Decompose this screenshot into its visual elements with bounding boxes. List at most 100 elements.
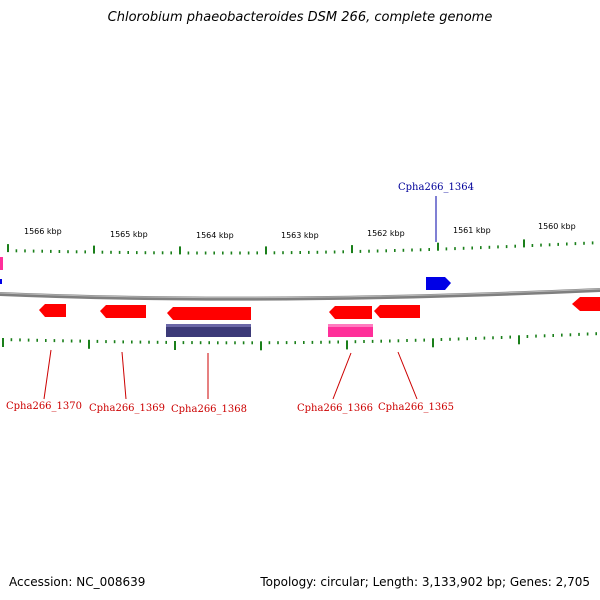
feature-pink-1366[interactable] [328, 324, 373, 337]
minor-tick [110, 250, 112, 254]
minor-tick [394, 249, 396, 252]
minor-tick [552, 334, 554, 337]
minor-tick [230, 251, 233, 255]
minor-tick [239, 251, 241, 255]
minor-tick [371, 339, 374, 343]
minor-tick [136, 251, 138, 255]
minor-tick [75, 250, 78, 254]
outer-tick-track [7, 239, 594, 255]
leader-line-cpha266-1365 [397, 351, 418, 400]
minor-tick [462, 246, 465, 250]
minor-tick [144, 251, 147, 255]
minor-tick [428, 248, 430, 251]
genome-summary-text: Topology: circular; Length: 3,133,902 bp… [260, 575, 590, 589]
minor-tick [311, 340, 314, 344]
minor-tick [131, 340, 133, 344]
minor-tick [402, 248, 405, 252]
minor-tick [127, 251, 129, 254]
scale-label: 1560 kbp [538, 222, 576, 231]
minor-tick [440, 338, 443, 341]
gene-label-cpha266-1369[interactable]: Cpha266_1369 [89, 403, 165, 414]
minor-tick [419, 248, 422, 252]
major-tick [432, 338, 434, 348]
minor-tick [27, 338, 30, 342]
gene-cpha266-1370[interactable] [39, 304, 66, 317]
minor-tick [566, 242, 568, 246]
minor-tick [595, 332, 597, 336]
scale-label: 1563 kbp [281, 231, 319, 240]
major-tick [88, 339, 90, 349]
leader-line-cpha266-1366 [332, 352, 352, 400]
gene-label-cpha266-1366[interactable]: Cpha266_1366 [297, 403, 373, 414]
scale-label: 1564 kbp [196, 231, 234, 240]
gene-red-right[interactable] [572, 297, 600, 311]
minor-tick [251, 341, 253, 345]
minor-tick [50, 249, 52, 253]
minor-tick [385, 249, 387, 253]
gene-label-cpha266-1370[interactable]: Cpha266_1370 [6, 401, 82, 412]
minor-tick [290, 251, 293, 255]
minor-tick [170, 251, 172, 255]
scale-label: 1565 kbp [110, 230, 148, 239]
minor-tick [583, 241, 585, 245]
major-tick [260, 341, 262, 351]
minor-tick [70, 339, 73, 343]
minor-tick [354, 340, 357, 344]
minor-tick [41, 249, 43, 253]
gene-label-cpha266-1368[interactable]: Cpha266_1368 [171, 404, 247, 415]
scale-label: 1566 kbp [24, 227, 62, 236]
minor-tick [234, 341, 236, 345]
minor-tick [540, 243, 542, 247]
minor-tick [208, 341, 210, 345]
gene-cpha266-1369[interactable] [100, 305, 146, 318]
major-tick [93, 245, 95, 254]
minor-tick [389, 339, 391, 343]
major-tick [437, 242, 439, 251]
gene-cpha266-1364[interactable] [426, 277, 451, 290]
minor-tick [497, 245, 499, 249]
minor-tick [148, 340, 150, 344]
minor-tick [471, 246, 473, 250]
gene-pink-edge[interactable] [0, 257, 3, 270]
leader-line-cpha266-1369 [121, 351, 127, 400]
feature-purple-1368[interactable] [166, 324, 251, 337]
minor-tick [578, 332, 580, 336]
minor-tick [225, 341, 228, 345]
minor-tick [303, 341, 305, 344]
minor-tick [118, 250, 121, 254]
minor-tick [333, 250, 336, 254]
gene-blue-edge[interactable] [0, 279, 2, 284]
scale-label: 1562 kbp [367, 229, 405, 238]
major-tick [174, 341, 176, 350]
gene-features [0, 257, 600, 337]
minor-tick [449, 337, 451, 341]
gene-label-cpha266-1365[interactable]: Cpha266_1365 [378, 402, 454, 413]
minor-tick [561, 333, 563, 337]
minor-tick [320, 340, 322, 344]
minor-tick [500, 336, 503, 339]
major-tick [523, 239, 525, 248]
minor-tick [53, 339, 56, 343]
minor-tick [294, 341, 296, 345]
minor-tick [488, 245, 491, 249]
minor-tick [273, 251, 276, 255]
minor-tick [67, 250, 69, 254]
minor-tick [32, 249, 35, 253]
minor-tick [368, 249, 370, 253]
minor-tick [285, 341, 288, 345]
minor-tick [574, 242, 577, 246]
gene-label-cpha266-1364[interactable]: Cpha266_1364 [398, 182, 474, 193]
minor-tick [397, 339, 400, 343]
minor-tick [204, 251, 207, 255]
major-tick [346, 340, 348, 350]
minor-tick [325, 250, 327, 254]
minor-tick [156, 340, 159, 344]
gene-cpha266-1365[interactable] [374, 305, 420, 318]
accession-text: Accession: NC_008639 [9, 575, 146, 589]
minor-tick [182, 341, 185, 345]
gene-cpha266-1368[interactable] [167, 307, 251, 320]
gene-cpha266-1366[interactable] [329, 306, 372, 319]
minor-tick [79, 339, 81, 343]
major-tick [265, 246, 267, 255]
